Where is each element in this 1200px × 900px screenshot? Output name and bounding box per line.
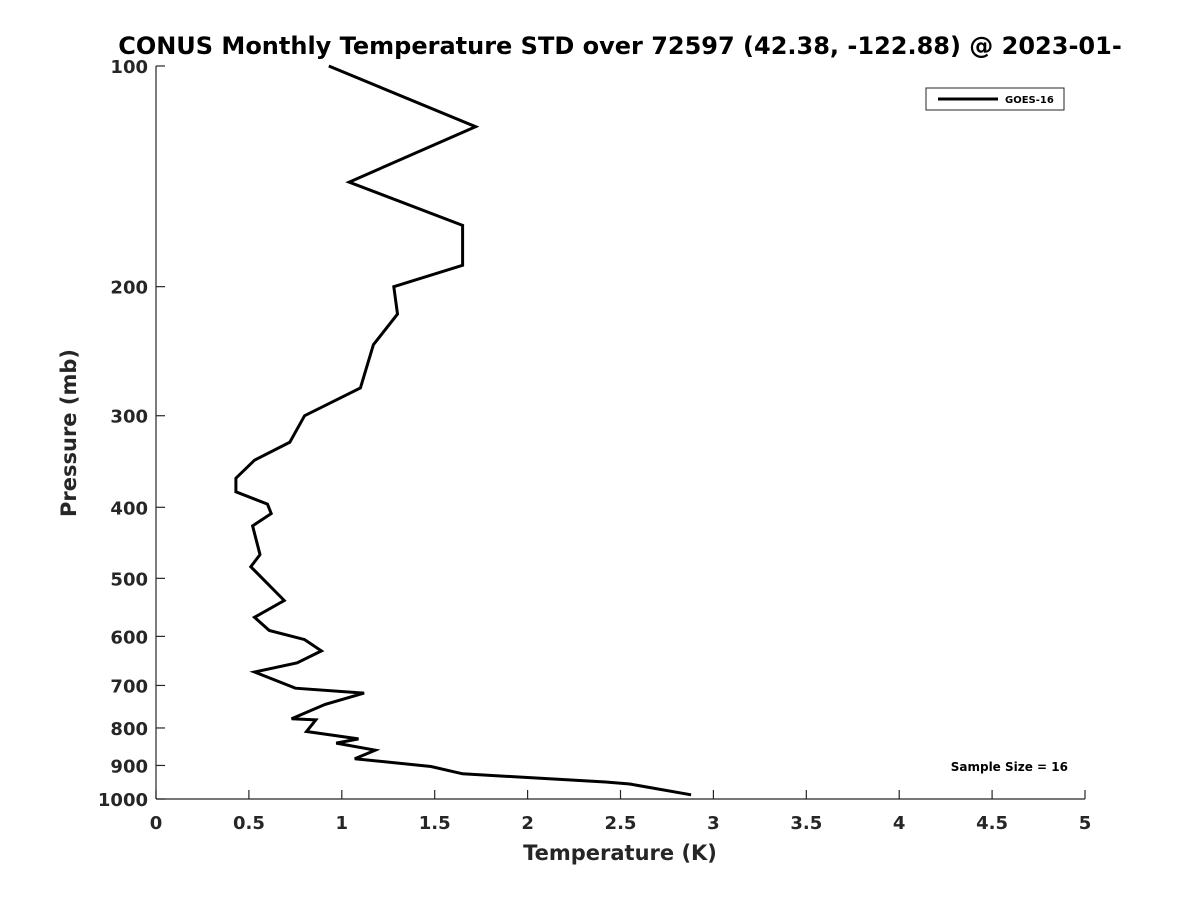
y-tick-label: 700 <box>110 676 148 697</box>
series-layer <box>234 64 692 797</box>
x-axis-ticks: 0 0.5 1 1.5 2 2.5 3 3.5 4 4.5 5 <box>150 790 1092 834</box>
y-tick-label: 300 <box>110 407 148 428</box>
sample-size-annotation: Sample Size = 16 <box>951 760 1068 774</box>
x-tick-label: 3.5 <box>790 813 822 834</box>
y-tick-label: 800 <box>110 719 148 740</box>
y-tick-label: 400 <box>110 498 148 519</box>
y-tick-label: 100 <box>110 57 148 78</box>
y-tick-label: 600 <box>110 627 148 648</box>
x-tick-label: 4.5 <box>976 813 1008 834</box>
y-tick-label: 200 <box>110 278 148 299</box>
x-tick-label: 3 <box>707 813 720 834</box>
x-tick-label: 1.5 <box>419 813 451 834</box>
chart-title: CONUS Monthly Temperature STD over 72597… <box>118 32 1122 60</box>
x-tick-label: 2 <box>521 813 534 834</box>
legend: GOES-16 <box>925 87 1065 111</box>
y-tick-label: 900 <box>110 756 148 777</box>
x-tick-label: 2.5 <box>605 813 637 834</box>
y-tick-label: 500 <box>110 569 148 590</box>
series-line-goes-16 <box>234 64 692 797</box>
y-axis-ticks: 100 200 300 400 500 600 700 800 900 1000 <box>98 57 165 811</box>
x-tick-label: 0.5 <box>233 813 265 834</box>
x-axis-label: Temperature (K) <box>523 841 717 865</box>
y-axis-label: Pressure (mb) <box>57 349 81 517</box>
y-tick-label: 1000 <box>98 790 148 811</box>
x-tick-label: 4 <box>893 813 906 834</box>
legend-label-goes-16: GOES-16 <box>1005 95 1054 106</box>
x-tick-label: 5 <box>1079 813 1092 834</box>
x-tick-label: 1 <box>336 813 349 834</box>
x-tick-label: 0 <box>150 813 163 834</box>
